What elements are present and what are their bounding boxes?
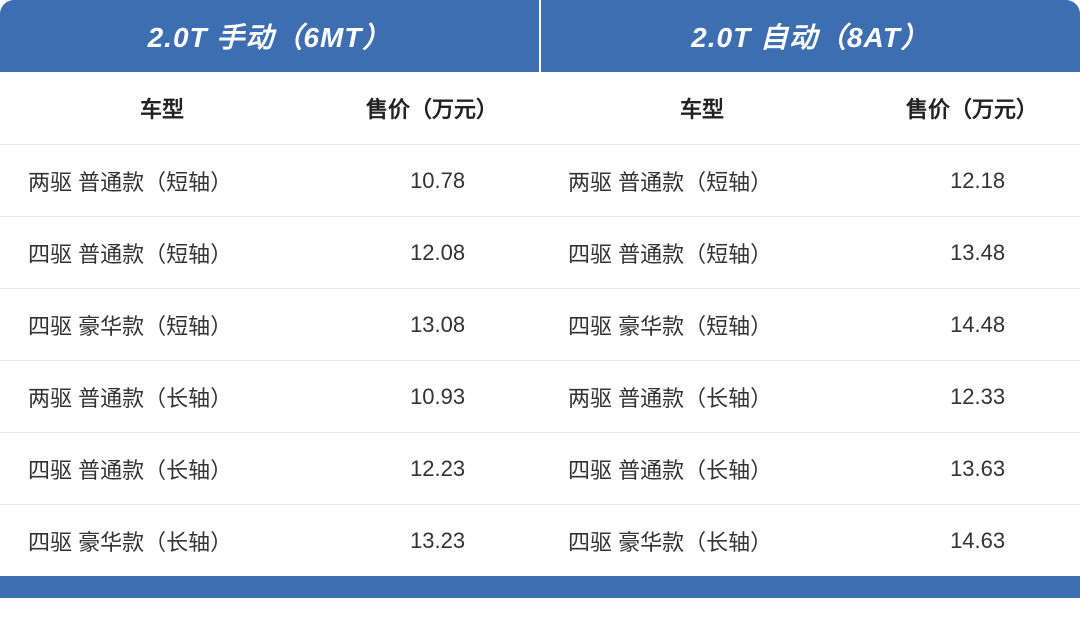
col-model-left: 车型 xyxy=(0,72,324,144)
cell-model-right: 四驱 普通款（长轴） xyxy=(540,433,875,504)
top-header-row: 2.0T 手动（6MT） 2.0T 自动（8AT） xyxy=(0,0,1080,72)
cell-model-right: 四驱 豪华款（长轴） xyxy=(540,505,875,576)
cell-price-left: 13.08 xyxy=(335,289,540,360)
cell-price-right: 14.63 xyxy=(875,505,1080,576)
cell-price-left: 12.08 xyxy=(335,217,540,288)
cell-model-right: 四驱 豪华款（短轴） xyxy=(540,289,875,360)
cell-price-left: 13.23 xyxy=(335,505,540,576)
cell-model-left: 两驱 普通款（长轴） xyxy=(0,361,335,432)
table-body: 两驱 普通款（短轴）10.78两驱 普通款（短轴）12.18四驱 普通款（短轴）… xyxy=(0,144,1080,576)
col-price-left: 售价（万元） xyxy=(324,72,540,144)
cell-price-right: 13.48 xyxy=(875,217,1080,288)
table-row: 两驱 普通款（短轴）10.78两驱 普通款（短轴）12.18 xyxy=(0,144,1080,216)
header-manual: 2.0T 手动（6MT） xyxy=(0,0,541,72)
col-price-right: 售价（万元） xyxy=(864,72,1080,144)
cell-price-right: 12.33 xyxy=(875,361,1080,432)
cell-model-left: 四驱 普通款（长轴） xyxy=(0,433,335,504)
cell-price-left: 10.93 xyxy=(335,361,540,432)
cell-model-right: 两驱 普通款（短轴） xyxy=(540,145,875,216)
cell-model-left: 四驱 普通款（短轴） xyxy=(0,217,335,288)
cell-model-left: 四驱 豪华款（短轴） xyxy=(0,289,335,360)
col-model-right: 车型 xyxy=(540,72,864,144)
sub-header-row: 车型 售价（万元） 车型 售价（万元） xyxy=(0,72,1080,144)
table-row: 四驱 豪华款（长轴）13.23四驱 豪华款（长轴）14.63 xyxy=(0,504,1080,576)
cell-price-left: 12.23 xyxy=(335,433,540,504)
cell-price-left: 10.78 xyxy=(335,145,540,216)
cell-model-right: 四驱 普通款（短轴） xyxy=(540,217,875,288)
cell-model-left: 四驱 豪华款（长轴） xyxy=(0,505,335,576)
cell-model-right: 两驱 普通款（长轴） xyxy=(540,361,875,432)
header-auto: 2.0T 自动（8AT） xyxy=(541,0,1080,72)
table-row: 两驱 普通款（长轴）10.93两驱 普通款（长轴）12.33 xyxy=(0,360,1080,432)
table-row: 四驱 豪华款（短轴）13.08四驱 豪华款（短轴）14.48 xyxy=(0,288,1080,360)
cell-model-left: 两驱 普通款（短轴） xyxy=(0,145,335,216)
price-table: 2.0T 手动（6MT） 2.0T 自动（8AT） 车型 售价（万元） 车型 售… xyxy=(0,0,1080,598)
cell-price-right: 12.18 xyxy=(875,145,1080,216)
bottom-bar xyxy=(0,576,1080,598)
table-row: 四驱 普通款（短轴）12.08四驱 普通款（短轴）13.48 xyxy=(0,216,1080,288)
table-row: 四驱 普通款（长轴）12.23四驱 普通款（长轴）13.63 xyxy=(0,432,1080,504)
cell-price-right: 13.63 xyxy=(875,433,1080,504)
cell-price-right: 14.48 xyxy=(875,289,1080,360)
